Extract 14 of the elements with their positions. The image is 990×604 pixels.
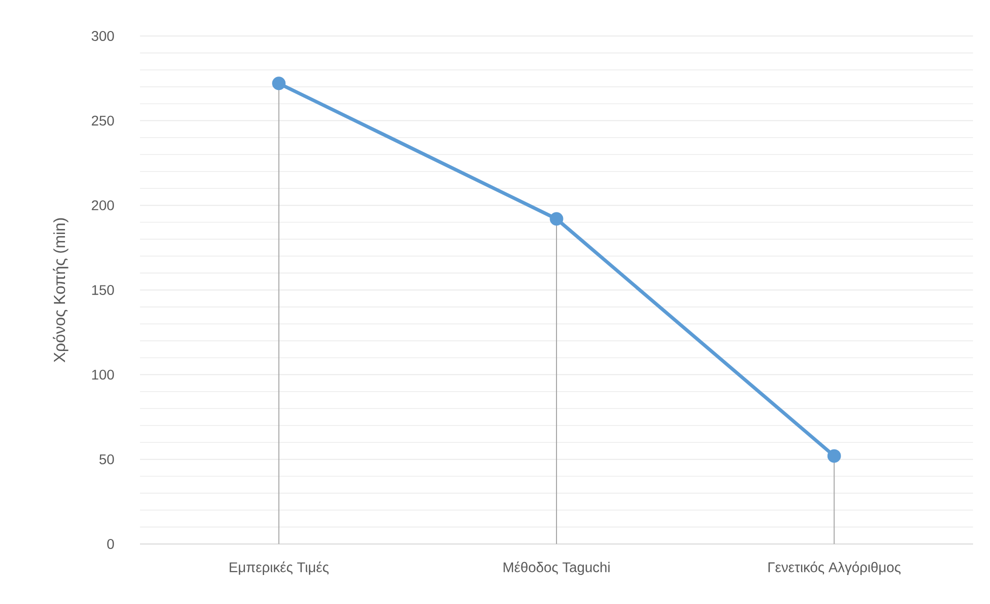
y-tick-label: 50 — [99, 454, 114, 464]
y-tick-label: 300 — [92, 31, 114, 41]
y-tick-label: 100 — [92, 370, 114, 380]
y-axis-title: Χρόνος Κοπής (min) — [52, 218, 68, 362]
x-tick-label: Εμπερικές Τιμές — [230, 562, 329, 575]
y-tick-label: 250 — [92, 116, 114, 126]
y-tick-label: 150 — [92, 285, 114, 295]
point — [827, 449, 841, 463]
point — [550, 212, 564, 226]
point — [272, 76, 286, 90]
y-tick-label: 200 — [92, 200, 114, 210]
x-tick-label: Μέθοδος Taguchi — [504, 562, 610, 575]
x-tick-label: Γενετικός Αλγόριθμος — [768, 562, 901, 575]
y-tick-label: 0 — [107, 539, 114, 549]
